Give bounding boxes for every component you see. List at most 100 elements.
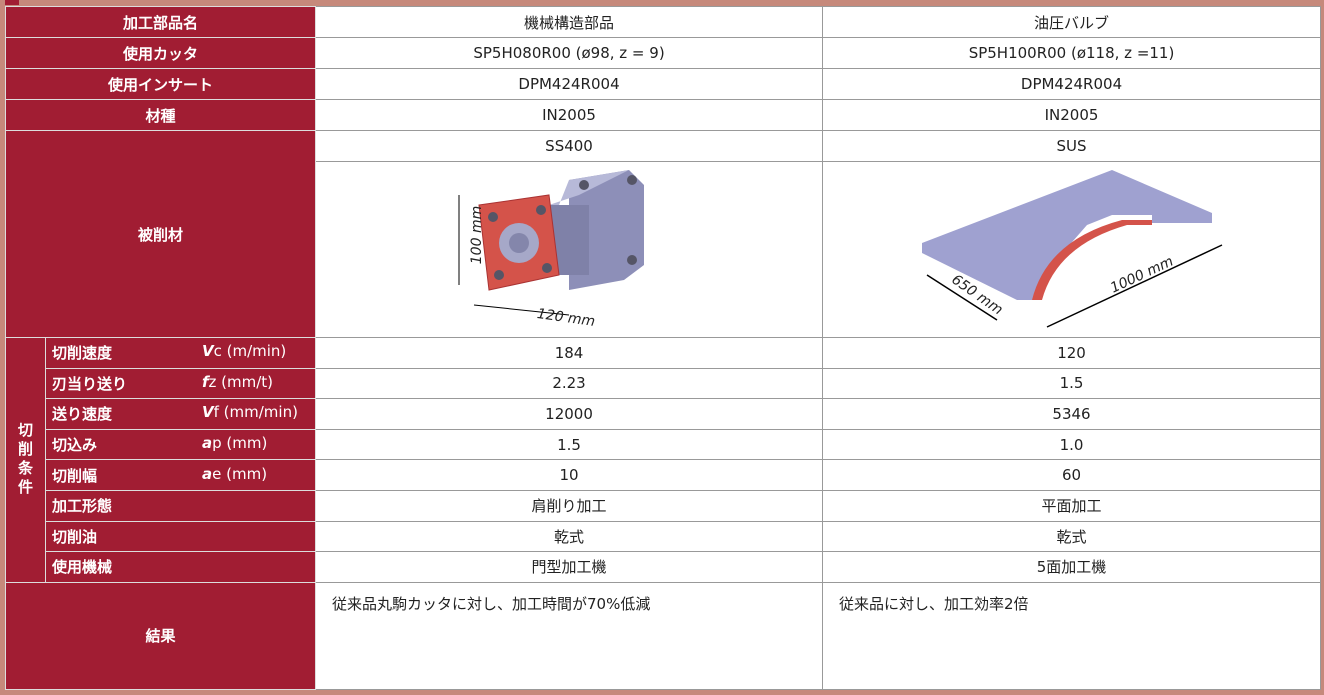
label-wrap: 加工形態: [52, 495, 315, 516]
label-wrap: 送り速度 Vf (mm/min): [52, 403, 315, 424]
heading-marker: [5, 0, 19, 5]
row-label: 切削幅 ae (mm): [44, 459, 317, 491]
label-wrap: 使用機械: [52, 556, 315, 577]
condition-label: 送り速度: [52, 405, 113, 424]
parameter: Vc (m/min): [202, 342, 286, 360]
cell: SUS: [822, 130, 1322, 162]
table-row: 加工形態 肩削り加工 平面加工: [6, 489, 1322, 522]
cell: 60: [822, 459, 1322, 491]
table-wrap: 加工部品名 機械構造部品 油圧バルブ 使用カッタ SP5H080R00 (ø98, z …: [4, 6, 1322, 695]
workpiece-drawing: [458, 169, 645, 315]
workpiece-image: 100 mm 120 mm: [419, 165, 719, 335]
condition-label: 切削速度: [52, 344, 113, 363]
parameter: Vf (mm/min): [202, 403, 298, 421]
row-label: 加工部品名: [4, 6, 317, 38]
cell: 5346: [822, 398, 1322, 430]
cell: 120: [822, 337, 1322, 369]
row-label: 使用インサート: [4, 68, 317, 100]
condition-label: 切削幅: [52, 466, 98, 485]
row-label: 結果: [4, 581, 317, 690]
table-row: 切込み ap (mm) 1.5 1.0: [6, 428, 1322, 461]
image-cell: 100 mm 120 mm: [315, 161, 824, 338]
table-row: 100 mm 120 mm 650 mm 1000 mm: [6, 161, 1322, 338]
parameter-symbol: f: [202, 372, 209, 391]
row-label: 切削油: [44, 520, 317, 553]
parameter: ae (mm): [202, 465, 267, 483]
cell: IN2005: [315, 99, 824, 131]
cell: SP5H100R00 (ø118, z =11): [822, 37, 1322, 69]
row-label: 送り速度 Vf (mm/min): [44, 398, 317, 430]
parameter-unit: e (mm): [212, 464, 268, 483]
table-row: 使用機械 門型加工機 5面加工機: [6, 551, 1322, 583]
condition-label: 切込み: [52, 436, 98, 455]
workpiece-drawing: [921, 169, 1222, 328]
parameter: fz (mm/t): [202, 373, 273, 391]
table-row: 使用カッタ SP5H080R00 (ø98, z = 9) SP5H100R00 (…: [4, 37, 1322, 69]
table-row: 加工部品名 機械構造部品 油圧バルブ: [4, 6, 1322, 38]
dimension-label: 100 mm: [469, 205, 486, 264]
cell: 5面加工機: [822, 551, 1322, 583]
table-row: 結果 従来品丸駒カッタに対し、加工時間が70%低減 従来品に対し、加工効率2倍: [4, 581, 1322, 690]
cell: 油圧バルブ: [822, 6, 1322, 38]
parameter: ap (mm): [202, 434, 267, 452]
cell: 1.5: [315, 428, 824, 461]
cell: 乾式: [315, 520, 824, 553]
parameter-symbol: V: [202, 403, 214, 422]
label-wrap: 切込み ap (mm): [52, 434, 315, 455]
condition-label: 使用機械: [52, 558, 113, 577]
row-label: 材種: [4, 99, 317, 131]
label-wrap: 切削速度 Vc (m/min): [52, 342, 315, 363]
table-row: 切削油 乾式 乾式: [6, 520, 1322, 553]
row-label: 加工形態: [44, 489, 317, 522]
cell: DPM424R004: [315, 68, 824, 100]
parameter-symbol: V: [202, 342, 214, 361]
cell: 1.0: [822, 428, 1322, 461]
spec-table: 加工部品名 機械構造部品 油圧バルブ 使用カッタ SP5H080R00 (ø98, z …: [4, 6, 1322, 690]
cell: 184: [315, 337, 824, 369]
cell: IN2005: [822, 99, 1322, 131]
parameter-unit: z (mm/t): [208, 372, 274, 391]
table-row: 刃当り送り fz (mm/t) 2.23 1.5: [6, 367, 1322, 400]
label-wrap: 切削幅 ae (mm): [52, 465, 315, 486]
result-cell: 従来品に対し、加工効率2倍: [822, 581, 1322, 690]
workpiece-image: 650 mm 1000 mm: [882, 165, 1262, 335]
row-label: 使用カッタ: [4, 37, 317, 69]
group-label: 切削条件: [5, 337, 46, 583]
row-label: 切削速度 Vc (m/min): [44, 337, 317, 369]
cell: 1.5: [822, 367, 1322, 400]
parameter-symbol: a: [202, 464, 213, 483]
cell: 乾式: [822, 520, 1322, 553]
parameter-unit: f (mm/min): [213, 403, 298, 422]
parameter-symbol: a: [202, 434, 213, 453]
cell: 平面加工: [822, 489, 1322, 522]
cell: 12000: [315, 398, 824, 430]
parameter-unit: c (m/min): [213, 342, 287, 361]
table-row: 送り速度 Vf (mm/min) 12000 5346: [6, 398, 1322, 430]
cell: 門型加工機: [315, 551, 824, 583]
image-cell: 650 mm 1000 mm: [822, 161, 1322, 338]
row-label: 切込み ap (mm): [44, 428, 317, 461]
condition-label: 加工形態: [52, 497, 113, 516]
table-row: 切削幅 ae (mm) 10 60: [6, 459, 1322, 491]
cell: SP5H080R00 (ø98, z = 9): [315, 37, 824, 69]
label-wrap: 切削油: [52, 526, 315, 547]
table-row: 切削条件 切削速度 Vc (m/min) 184 120: [5, 337, 1322, 583]
cell: 肩削り加工: [315, 489, 824, 522]
condition-label: 刃当り送り: [52, 374, 128, 393]
cell: 機械構造部品: [315, 6, 824, 38]
row-label: 被削材: [4, 130, 317, 338]
cell: 2.23: [315, 367, 824, 400]
table-row: 被削材 SS400 SUS: [4, 130, 1322, 338]
cell: SS400: [315, 130, 824, 162]
condition-label: 切削油: [52, 527, 98, 546]
table-row: 材種 IN2005 IN2005: [4, 99, 1322, 131]
row-label: 刃当り送り fz (mm/t): [44, 367, 317, 400]
parameter-unit: p (mm): [212, 434, 268, 453]
result-cell: 従来品丸駒カッタに対し、加工時間が70%低減: [315, 581, 824, 690]
table-row: 使用インサート DPM424R004 DPM424R004: [4, 68, 1322, 100]
row-label: 使用機械: [44, 551, 317, 583]
cell: DPM424R004: [822, 68, 1322, 100]
label-wrap: 刃当り送り fz (mm/t): [52, 373, 315, 394]
cell: 10: [315, 459, 824, 491]
